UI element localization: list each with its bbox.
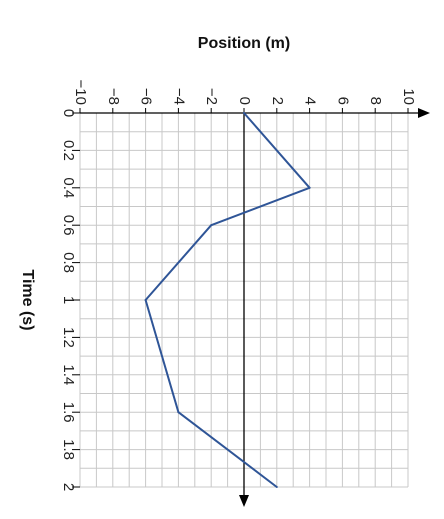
data-point (210, 224, 213, 227)
position-tick-label: −2 (203, 88, 220, 105)
position-axis-title: Position (m) (198, 35, 290, 52)
axes (72, 108, 430, 507)
time-tick-label: 0.6 (60, 215, 77, 236)
position-tick-label: −10 (72, 80, 89, 105)
time-tick-label: 2 (60, 483, 77, 491)
tick-labels: −10 −8 −6 −4 −2 0 2 4 6 8 10 0 0.2 0.4 0.6 0.8 1 1.2 1.4 1.… (60, 80, 417, 492)
position-tick-label: 0 (236, 97, 253, 105)
position-tick-label: −8 (105, 88, 122, 105)
time-tick-label: 1.4 (60, 364, 77, 385)
time-tick-label: 0.4 (60, 177, 77, 198)
time-tick-label: 0.8 (60, 252, 77, 273)
position-tick-label: 4 (302, 97, 319, 105)
time-tick-label: 1 (60, 296, 77, 304)
position-tick-label: 2 (269, 97, 286, 105)
time-tick-label: 1.6 (60, 402, 77, 423)
position-tick-label: 10 (400, 88, 417, 105)
series-layer (144, 112, 311, 488)
data-point (275, 486, 278, 488)
position-series-line (144, 112, 311, 488)
time-tick-label: 0.2 (60, 140, 77, 161)
time-axis-title: Time (s) (19, 269, 36, 330)
time-tick-label: 1.2 (60, 327, 77, 348)
position-tick-label: −4 (170, 88, 187, 105)
data-point (243, 112, 245, 114)
time-axis-arrow (239, 495, 249, 507)
position-tick-label: 8 (367, 97, 384, 105)
time-tick-label: 0 (60, 109, 77, 117)
position-tick-label: −6 (138, 88, 155, 105)
position-axis-arrow (418, 108, 430, 118)
position-tick-label: 6 (334, 97, 351, 105)
data-point (308, 186, 311, 189)
data-point (144, 299, 147, 301)
time-tick-label: 1.8 (60, 439, 77, 460)
data-point (177, 411, 180, 414)
